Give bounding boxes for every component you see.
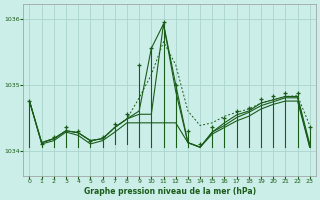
X-axis label: Graphe pression niveau de la mer (hPa): Graphe pression niveau de la mer (hPa) <box>84 187 256 196</box>
